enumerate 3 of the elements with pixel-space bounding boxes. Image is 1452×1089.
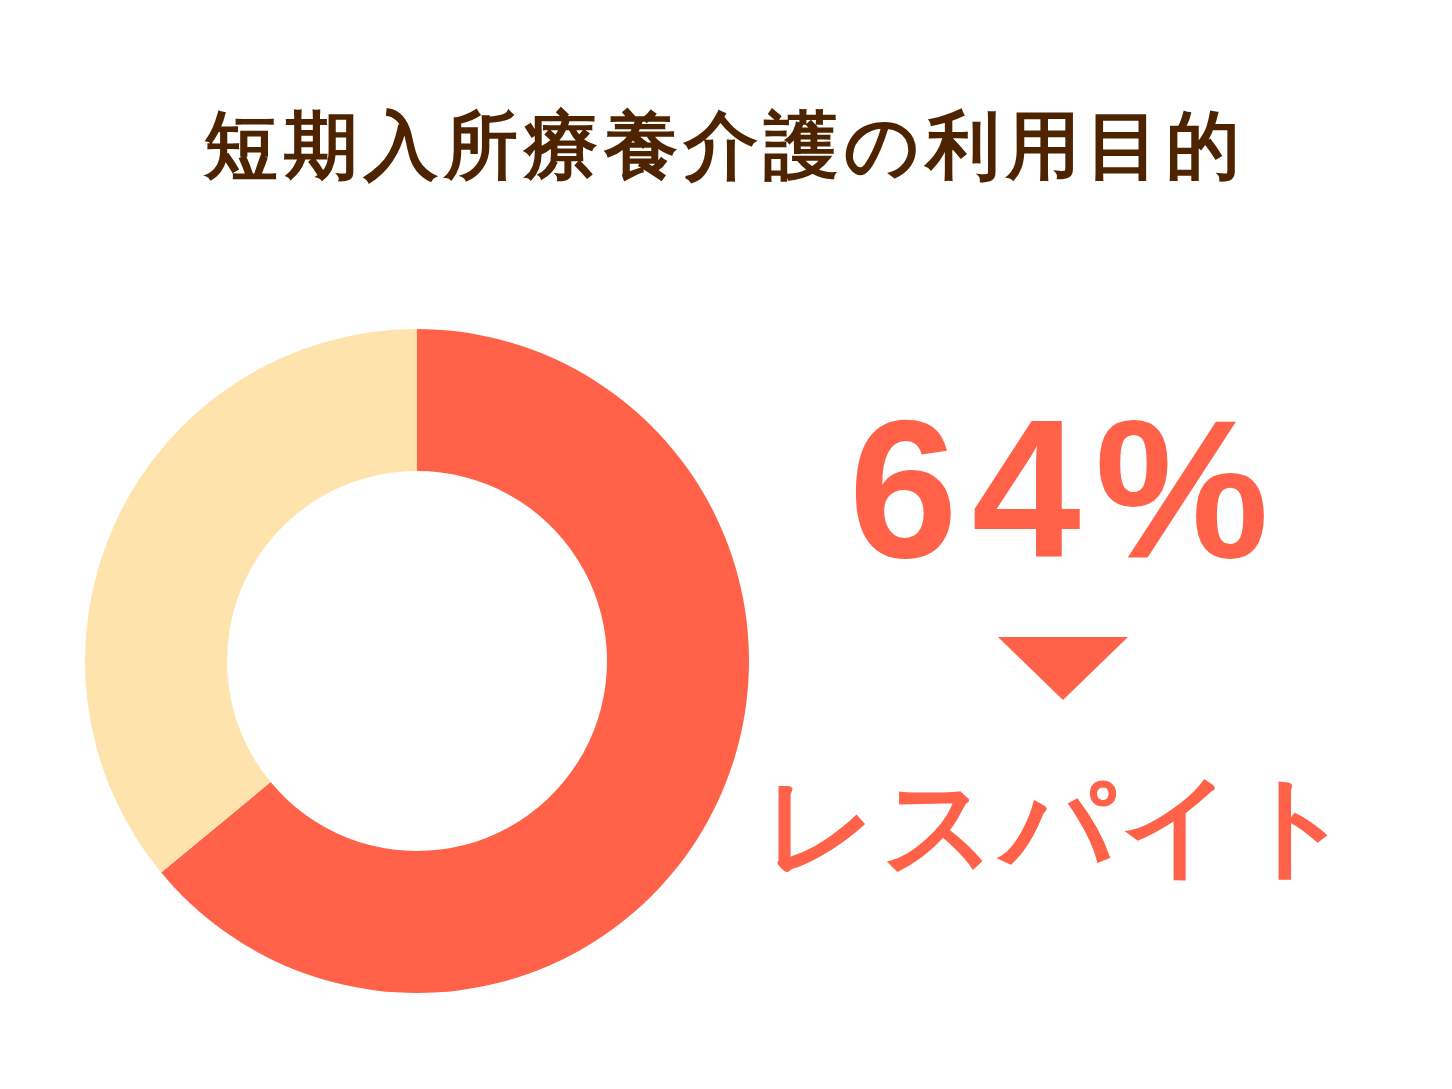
chart-title: 短期入所療養介護の利用目的 <box>204 101 1246 190</box>
legend-label: レスパイト <box>762 760 1358 890</box>
data-label: 64% <box>848 380 1284 599</box>
